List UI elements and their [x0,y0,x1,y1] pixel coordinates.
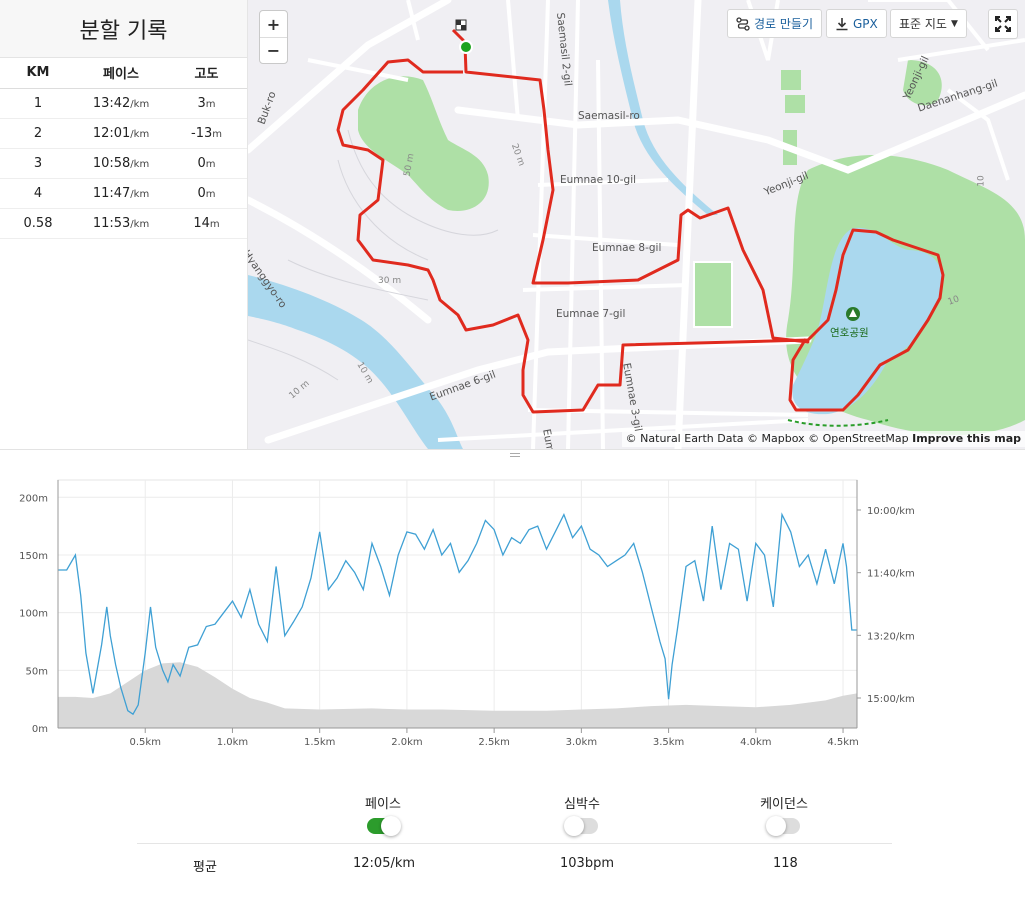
splits-title: 분할 기록 [0,0,247,58]
split-pace: 11:47/km [76,178,166,209]
y-tick-label: 0m [32,724,48,735]
pace-line [58,512,857,716]
toggle-cadence-label: 케이던스 [760,797,808,812]
label-park: 연호공원 [830,327,869,339]
gpx-download-button[interactable]: GPX [826,9,887,38]
splits-panel: 분할 기록 KM 페이스 고도 1 13:42/km 3m 2 12:01/km -13m… [0,0,248,449]
x-tick-label: 2.0km [391,737,422,748]
zoom-control: + − [259,10,288,64]
col-header-km: KM [0,58,76,89]
x-tick-label: 1.0km [217,737,248,748]
fullscreen-button[interactable] [988,9,1018,39]
right-tick-label: 10:00/km [867,506,915,517]
right-tick-label: 15:00/km [867,694,915,705]
caret-down-icon: ▼ [950,18,958,29]
fullscreen-icon [995,16,1011,32]
pace-line-path [58,512,857,716]
start-marker [459,40,473,54]
col-header-pace: 페이스 [76,58,166,89]
split-pace: 10:58/km [76,148,166,179]
resize-splitter[interactable] [0,449,1025,459]
y-tick-label: 50m [26,666,48,677]
splits-header-row: KM 페이스 고도 [0,58,247,89]
map-type-label: 표준 지도 [899,17,947,31]
create-route-label: 경로 만들기 [754,17,814,31]
elevation-area [58,662,857,728]
route-map[interactable]: Saemasil 2-gil Saemasil-ro Eumnae 10-gil… [248,0,1025,449]
split-km: 3 [0,148,76,179]
map-attribution: © Natural Earth Data © Mapbox © OpenStre… [621,431,1025,447]
split-row: 0.58 11:53/km 14m [0,208,247,239]
avg-heart-rate: 103bpm [560,856,614,871]
split-elevation: 0m [166,178,247,209]
contour-label-10c: 10 [976,175,987,187]
toggle-pace: 페이스 [328,793,438,836]
split-elevation: -13m [166,118,247,149]
avg-label: 평균 [193,860,217,875]
grip-icon [510,453,520,457]
gpx-label: GPX [853,16,878,31]
route-path [336,44,945,414]
right-tick-label: 13:20/km [867,631,915,642]
label-eumnae-10-gil: Eumnae 10-gil [560,174,637,186]
x-tick-label: 4.0km [740,737,771,748]
y-tick-label: 150m [19,551,48,562]
avg-cadence: 118 [773,856,798,871]
split-elevation: 14m [166,208,247,239]
x-tick-label: 3.5km [653,737,684,748]
toggle-pace-label: 페이스 [365,797,401,812]
split-km: 4 [0,178,76,209]
cadence-switch[interactable] [766,816,800,836]
finish-flag-icon [455,19,467,31]
x-tick-label: 1.5km [304,737,335,748]
attrib-mapbox[interactable]: © Mapbox [747,432,805,445]
label-saemasil-ro: Saemasil-ro [578,110,640,122]
col-header-elevation: 고도 [166,58,247,89]
attrib-osm[interactable]: © OpenStreetMap [808,432,909,445]
contour-label-30: 30 m [378,276,402,286]
label-eumnae-7-gil: Eumnae 7-gil [556,308,626,320]
elevation-pace-chart[interactable]: 0m 50m 100m 150m 200m 0.5km 1.0km 1.5km 2.0km 2.5… [0,470,1025,760]
elevation-area-path [58,662,857,728]
split-elevation: 3m [166,88,247,119]
split-km: 0.58 [0,208,76,239]
attrib-natural-earth[interactable]: © Natural Earth Data [625,432,744,445]
split-row: 1 13:42/km 3m [0,88,247,119]
right-tick-label: 11:40/km [867,569,915,580]
x-tick-label: 4.5km [827,737,858,748]
x-tick-label: 0.5km [130,737,161,748]
split-pace: 12:01/km [76,118,166,149]
improve-map-link[interactable]: Improve this map [912,432,1021,445]
y-tick-label: 200m [19,493,48,504]
split-km: 2 [0,118,76,149]
route-icon [736,16,750,31]
split-pace: 13:42/km [76,88,166,119]
toggle-cadence: 케이던스 [729,793,839,836]
x-tick-label: 3.0km [566,737,597,748]
chart-axes: 0m 50m 100m 150m 200m 0.5km 1.0km 1.5km 2.0km 2.5… [19,480,915,748]
download-icon [836,17,848,30]
map-canvas[interactable] [248,0,1025,449]
split-pace: 11:53/km [76,208,166,239]
splits-table: KM 페이스 고도 1 13:42/km 3m 2 12:01/km -13m 3 10:58… [0,58,247,239]
heart-rate-switch[interactable] [564,816,598,836]
y-tick-label: 100m [19,609,48,620]
create-route-button[interactable]: 경로 만들기 [727,9,823,38]
averages-row: 평균 12:05/km 103bpm 118 [137,843,892,881]
avg-pace: 12:05/km [353,856,416,871]
label-eumnae-8-gil: Eumnae 8-gil [592,242,662,254]
split-km: 1 [0,88,76,119]
split-row: 3 10:58/km 0m [0,148,247,179]
map-type-dropdown[interactable]: 표준 지도 ▼ [890,9,967,38]
toggle-heart-rate: 심박수 [527,793,637,836]
toggle-hr-label: 심박수 [564,797,600,812]
pace-switch[interactable] [367,816,401,836]
x-tick-label: 2.5km [478,737,509,748]
zoom-out-button[interactable]: − [260,37,287,63]
split-row: 2 12:01/km -13m [0,118,247,149]
split-elevation: 0m [166,148,247,179]
zoom-in-button[interactable]: + [266,14,281,34]
split-row: 4 11:47/km 0m [0,178,247,209]
